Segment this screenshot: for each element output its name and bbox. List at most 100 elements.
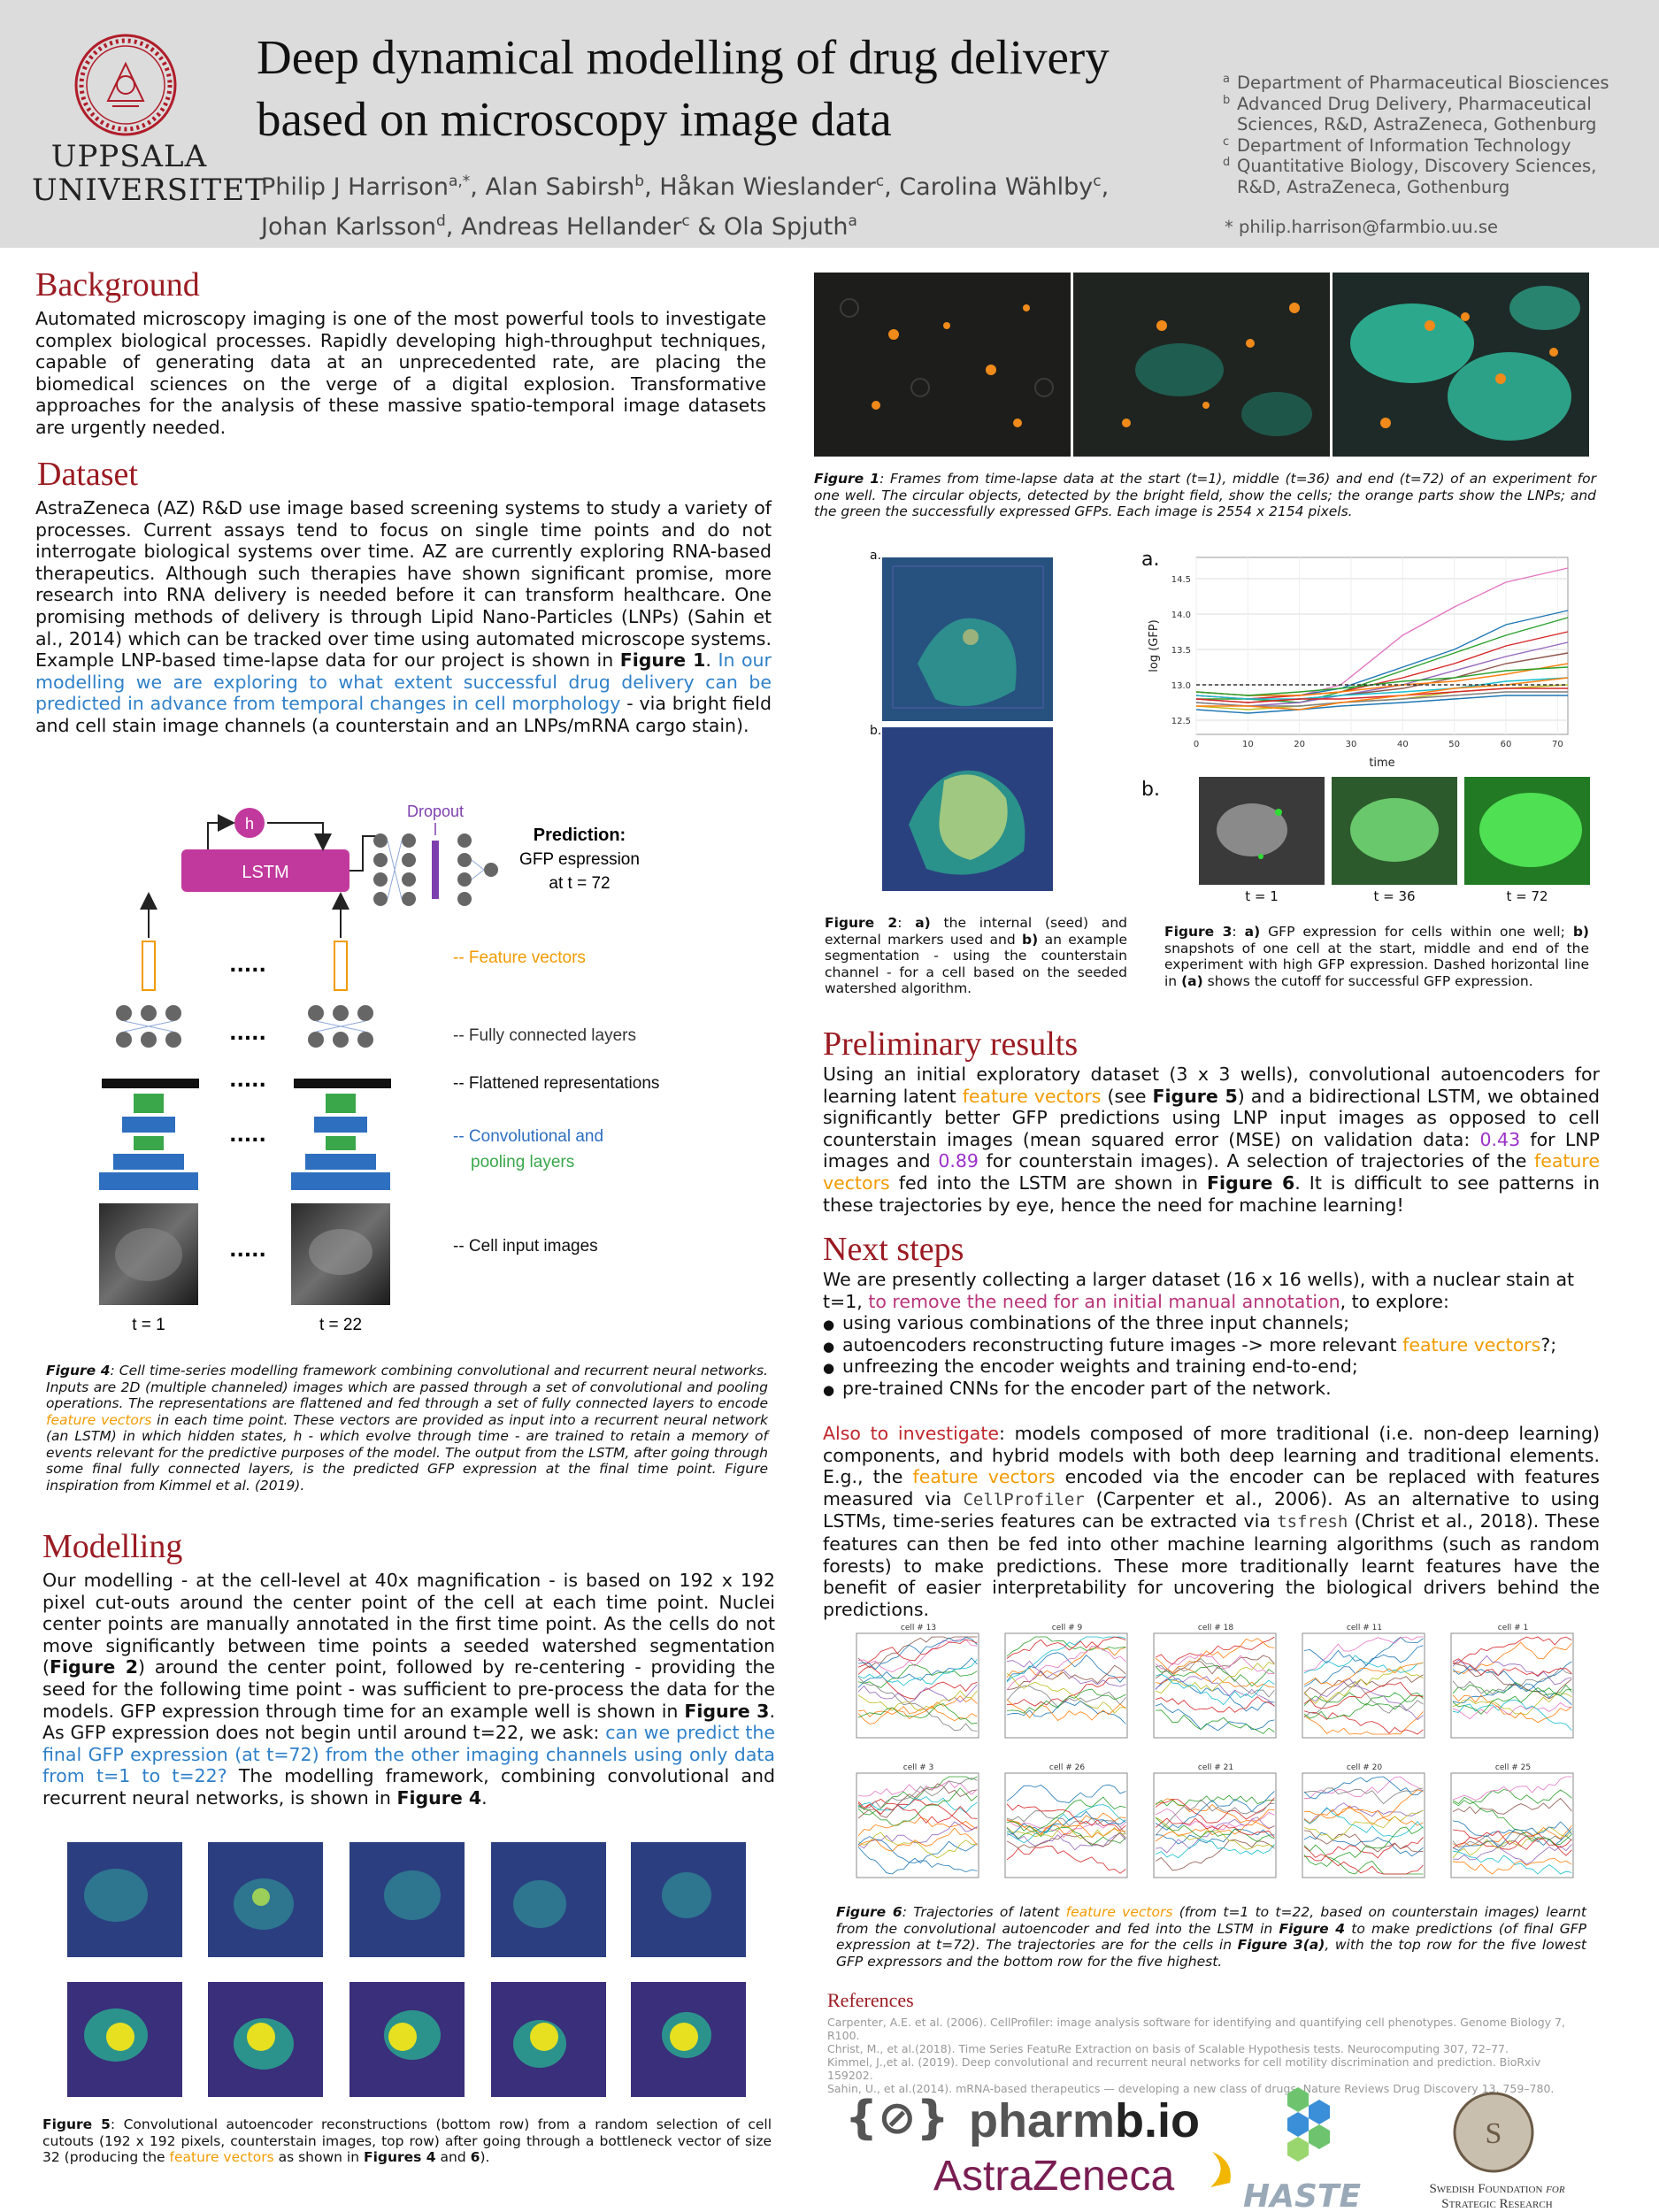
- trajectory-line: [1155, 1653, 1275, 1675]
- trajectory-subplot: cell # 21: [1153, 1763, 1277, 1878]
- dense-output-layers: [373, 833, 498, 906]
- subplot-title: cell # 13: [901, 1624, 936, 1632]
- trajectory-line: [857, 1821, 978, 1849]
- x-tick-label: 50: [1448, 740, 1460, 749]
- trajectory-line: [1303, 1837, 1424, 1862]
- figure-2b-art: [882, 727, 1053, 891]
- affiliation-row: d Quantitative Biology, Discovery Science…: [1223, 156, 1639, 197]
- trajectory-line: [1452, 1776, 1572, 1801]
- trajectory-line: [1006, 1672, 1126, 1714]
- dataset-text-1: AstraZeneca (AZ) R&D use image based scr…: [35, 497, 772, 672]
- y-tick-label: 13.5: [1171, 646, 1191, 656]
- x-tick-label: 60: [1501, 740, 1512, 749]
- figure-4-caption: Figure 4: Cell time-series modelling fra…: [46, 1363, 768, 1494]
- trajectory-line: [1452, 1683, 1572, 1705]
- subplot-title: cell # 9: [1052, 1624, 1083, 1632]
- uppsala-logo-text: UPPSALA UNIVERSITET: [32, 140, 265, 207]
- figure-2b-image: [882, 727, 1053, 891]
- trajectory-line: [1155, 1794, 1275, 1807]
- figure-3-caption-c4: shows the cutoff for successful GFP expr…: [1202, 972, 1533, 989]
- trajectory-line: [1006, 1645, 1126, 1691]
- figure-4-ref: Figure 4: [396, 1786, 482, 1809]
- figure-6-caption-d: , with the top row for the five lowest G…: [836, 1937, 1586, 1970]
- trajectory-line: [1006, 1818, 1126, 1839]
- prelim-f5: Figure 5: [1152, 1085, 1238, 1107]
- figure-1-frame-start: [814, 273, 1071, 457]
- modelling-question: can we predict the final GFP expression …: [42, 1722, 775, 1787]
- dots-1: .....: [229, 955, 266, 977]
- figure-1-frame-end: [1333, 273, 1589, 457]
- modelling-text-4: The modelling framework, combining convo…: [42, 1765, 775, 1809]
- trajectory-line: [1006, 1636, 1126, 1657]
- figure-4-diagram: LSTM h Dropout Prediction: GFP espressio…: [99, 803, 659, 1334]
- next-also: Also to investigate: models composed of …: [823, 1423, 1600, 1620]
- y-tick-label: 14.0: [1171, 611, 1191, 620]
- next-step-item: using various combinations of the three …: [823, 1312, 1600, 1335]
- trajectory-line: [857, 1637, 978, 1671]
- modelling-text-1: Our modelling - at the cell-level at 40x…: [42, 1570, 775, 1678]
- trajectory-subplot: cell # 26: [1004, 1763, 1128, 1878]
- subplot-frame: [1450, 1772, 1574, 1878]
- trajectory-line: [1452, 1663, 1572, 1700]
- trajectory-subplot: cell # 3: [856, 1763, 979, 1878]
- trajectory-subplot: cell # 25: [1450, 1763, 1574, 1878]
- pharmbio-part-b: b.io: [1115, 2094, 1201, 2147]
- trajectory-line: [1155, 1709, 1275, 1734]
- conv-stack-t22: [291, 1094, 390, 1190]
- trajectory-line: [857, 1677, 978, 1732]
- trajectory-line: [857, 1663, 978, 1688]
- trajectory-line: [857, 1836, 978, 1873]
- trajectory-line: [1452, 1832, 1572, 1848]
- trajectory-subplot: cell # 1: [1450, 1624, 1574, 1739]
- trajectory-line: [1155, 1655, 1275, 1679]
- pharmbio-part-a: pharm: [969, 2094, 1116, 2147]
- cutout-art: [208, 1982, 323, 2097]
- next-also-label: Also to investigate: [823, 1423, 1000, 1444]
- trajectory-line: [1303, 1830, 1424, 1853]
- prelim-heading: Preliminary results: [823, 1025, 1079, 1063]
- trajectory-line: [1303, 1805, 1424, 1826]
- next-intro-text: We are presently collecting a larger dat…: [823, 1269, 1575, 1312]
- trajectory-line: [857, 1776, 978, 1816]
- modelling-heading: Modelling: [42, 1528, 183, 1565]
- prelim-f6: Figure 6: [1207, 1171, 1295, 1194]
- trajectory-line: [1303, 1787, 1424, 1805]
- flat-t22: [294, 1079, 391, 1088]
- affiliation-text: Department of Pharmaceutical Biosciences: [1237, 73, 1609, 93]
- trajectory-line: [1452, 1693, 1572, 1716]
- figure-1-ref: Figure 1: [619, 649, 706, 672]
- trajectory-line: [1303, 1665, 1424, 1704]
- trajectory-line: [1303, 1789, 1424, 1824]
- haste-hex-icon: [1287, 2087, 1330, 2162]
- figure-5-caption-end: ).: [480, 2149, 490, 2165]
- x-tick-label: 70: [1552, 740, 1563, 749]
- dots-4: .....: [229, 1125, 266, 1147]
- trajectory-line: [1303, 1826, 1424, 1868]
- svg-text:S: S: [1486, 2117, 1502, 2150]
- trajectory-line: [857, 1799, 978, 1831]
- trajectory-line: [1303, 1636, 1424, 1671]
- subplot-frame: [1302, 1632, 1425, 1739]
- next-step-1: using various combinations of the three …: [842, 1312, 1350, 1334]
- figure-6-caption-orange: feature vectors: [1065, 1904, 1173, 1920]
- trajectory-line: [1155, 1662, 1275, 1694]
- cutout-art: [491, 1842, 606, 1957]
- affiliation-row: c Department of Information Technology: [1223, 135, 1639, 157]
- hidden-state-node: [234, 808, 265, 838]
- label-t22: t = 22: [319, 1316, 362, 1334]
- figure-2a-art: [882, 557, 1053, 721]
- reference-item: Christ, M., et al.(2018). Time Series Fe…: [827, 2042, 1509, 2055]
- cutout-reconstruction-image: [631, 1982, 746, 2097]
- prediction-line-2: GFP espression: [519, 850, 640, 869]
- dataset-highlight: In our modelling we are exploring to wha…: [35, 649, 772, 715]
- next-steps-list: using various combinations of the three …: [823, 1312, 1600, 1401]
- trajectory-line: [1452, 1830, 1572, 1850]
- figure-3-caption-b: b): [1572, 924, 1589, 940]
- affiliation-row: a Department of Pharmaceutical Bioscience…: [1223, 73, 1639, 94]
- y-axis-label: log (GFP): [1148, 619, 1161, 672]
- affiliation-key: a: [1223, 73, 1230, 86]
- trajectory-line: [1303, 1832, 1424, 1857]
- author-name: Håkan Wieslander: [659, 173, 876, 201]
- figure-3b-t72-label: t = 72: [1506, 888, 1548, 904]
- trajectory-line: [1452, 1661, 1572, 1693]
